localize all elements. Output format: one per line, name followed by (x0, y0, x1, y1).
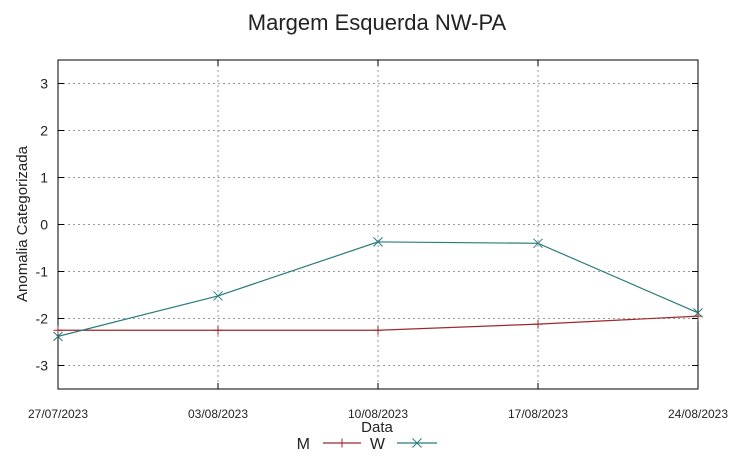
legend-label-m: M (297, 436, 310, 453)
y-tick-label: 0 (40, 217, 48, 233)
y-axis-label: Anomalia Categorizada (14, 145, 31, 302)
data-point-w (53, 331, 63, 342)
data-point-w (533, 238, 543, 249)
y-axis-ticks: 3 2 1 0 -1 -2 -3 (36, 76, 698, 374)
y-tick-label: -3 (36, 358, 49, 374)
data-point-m (53, 325, 63, 335)
marker-stroke (373, 237, 383, 247)
marker-stroke (412, 438, 422, 448)
marker-stroke (53, 331, 63, 342)
data-point-m (533, 319, 543, 329)
y-tick-label: -2 (36, 311, 49, 327)
x-axis-ticks: 27/07/2023 03/08/2023 10/08/2023 17/08/2023… (28, 60, 728, 421)
series-layer (53, 237, 703, 342)
marker-stroke (693, 308, 703, 318)
marker-stroke (533, 238, 543, 249)
data-point-m (213, 325, 223, 335)
chart-title: Margem Esquerda NW-PA (248, 10, 507, 35)
data-point-w (213, 291, 223, 301)
y-tick-label: 1 (40, 170, 48, 186)
x-tick-label: 27/07/2023 (28, 407, 88, 421)
legend-label-w: W (370, 436, 386, 453)
legend-marker-m (337, 438, 347, 448)
x-tick-label: 10/08/2023 (348, 407, 408, 421)
y-tick-label: 3 (40, 76, 48, 92)
y-tick-label: 2 (40, 123, 48, 139)
x-tick-label: 03/08/2023 (188, 407, 248, 421)
marker-stroke (213, 291, 223, 301)
x-axis-label: Data (361, 419, 393, 436)
data-point-w (693, 308, 703, 318)
data-point-m (373, 325, 383, 335)
x-tick-label: 24/08/2023 (668, 407, 728, 421)
data-point-w (373, 237, 383, 247)
plot-frame (57, 59, 699, 390)
x-tick-label: 17/08/2023 (508, 407, 568, 421)
legend-marker-w (412, 438, 422, 448)
y-tick-label: -1 (36, 264, 49, 280)
grid-lines (58, 60, 698, 389)
